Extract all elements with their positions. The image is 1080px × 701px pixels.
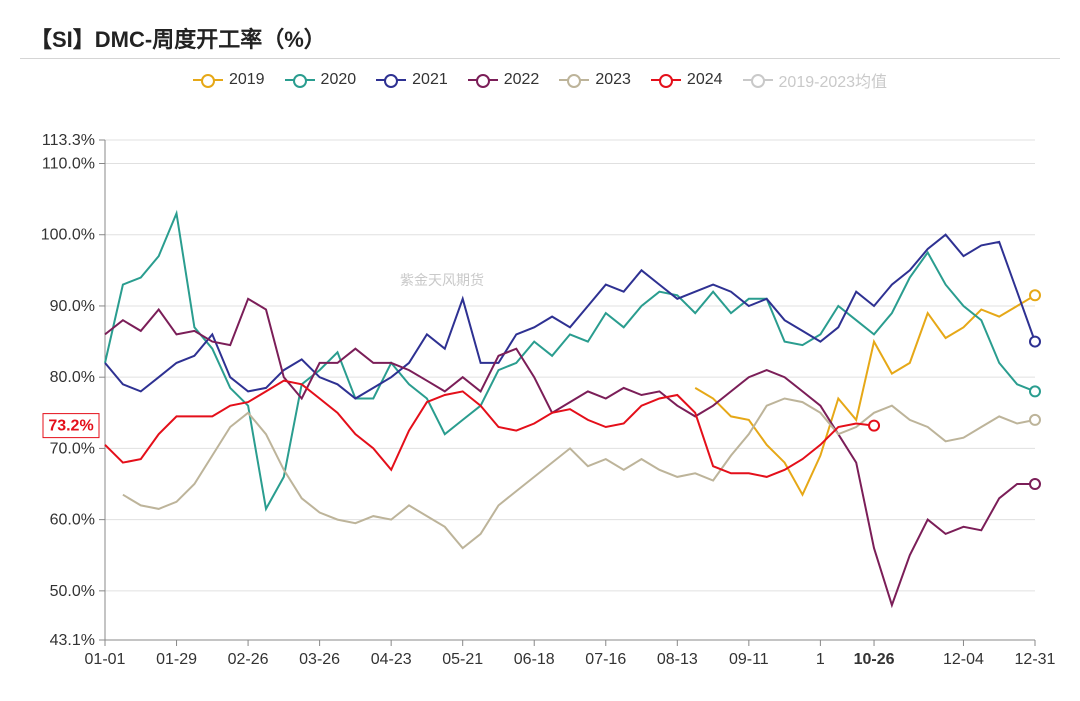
line-chart: 43.1% 50.0% 60.0% 70.0% 80.0% 90.0% 100.0% 110.… (20, 100, 1060, 690)
legend-item-2019: 2019 (193, 71, 265, 89)
svg-text:12-31: 12-31 (1015, 651, 1056, 668)
series-2024 (105, 381, 874, 477)
legend-label: 2019 (229, 71, 265, 89)
series-2022 (105, 299, 1035, 605)
x-axis: 01-01 01-29 02-26 03-26 04-23 05-21 06-18 07-16… (85, 640, 1056, 668)
legend-item-2024: 2024 (651, 71, 723, 89)
legend-item-2022: 2022 (468, 71, 540, 89)
series-2020 (105, 213, 1035, 509)
series-marker-2023 (1030, 415, 1040, 425)
svg-text:04-23: 04-23 (371, 651, 412, 668)
legend: 2019 2020 2021 2022 2023 2024 2019-2023均值 (0, 68, 1080, 92)
callout-value: 73.2% (48, 418, 93, 435)
svg-text:100.0%: 100.0% (41, 227, 95, 244)
svg-text:01-01: 01-01 (85, 651, 126, 668)
svg-text:03-26: 03-26 (299, 651, 340, 668)
gridlines (105, 140, 1035, 640)
series-marker-2021 (1030, 337, 1040, 347)
svg-text:60.0%: 60.0% (50, 512, 95, 529)
series-marker-2024 (869, 421, 879, 431)
legend-label: 2024 (687, 71, 723, 89)
legend-item-2023: 2023 (559, 71, 631, 89)
svg-text:43.1%: 43.1% (50, 632, 95, 649)
svg-text:10-26: 10-26 (854, 651, 895, 668)
svg-text:110.0%: 110.0% (42, 156, 95, 173)
series-marker-2019 (1030, 290, 1040, 300)
series-2021 (105, 235, 1035, 399)
svg-text:1: 1 (816, 651, 825, 668)
title-divider (20, 58, 1060, 59)
svg-text:08-13: 08-13 (657, 651, 698, 668)
svg-text:113.3%: 113.3% (42, 132, 95, 149)
legend-label: 2023 (595, 71, 631, 89)
svg-text:01-29: 01-29 (156, 651, 197, 668)
legend-item-2019-2023均值: 2019-2023均值 (743, 68, 888, 92)
svg-text:50.0%: 50.0% (50, 583, 95, 600)
legend-item-2021: 2021 (376, 71, 448, 89)
legend-item-2020: 2020 (285, 71, 357, 89)
svg-text:02-26: 02-26 (228, 651, 269, 668)
legend-label: 2022 (504, 71, 540, 89)
svg-text:12-04: 12-04 (943, 651, 984, 668)
series-marker-2020 (1030, 386, 1040, 396)
svg-text:70.0%: 70.0% (50, 440, 95, 457)
svg-text:05-21: 05-21 (442, 651, 483, 668)
svg-text:90.0%: 90.0% (50, 298, 95, 315)
y-axis: 43.1% 50.0% 60.0% 70.0% 80.0% 90.0% 100.0% 110.… (41, 132, 105, 649)
svg-text:07-16: 07-16 (585, 651, 626, 668)
chart-title: 【SI】DMC-周度开工率（%） (30, 22, 326, 54)
svg-text:80.0%: 80.0% (50, 369, 95, 386)
legend-label: 2019-2023均值 (779, 68, 888, 92)
svg-text:06-18: 06-18 (514, 651, 555, 668)
legend-label: 2021 (412, 71, 448, 89)
series-marker-2022 (1030, 479, 1040, 489)
legend-label: 2020 (321, 71, 357, 89)
svg-text:09-11: 09-11 (729, 651, 769, 668)
